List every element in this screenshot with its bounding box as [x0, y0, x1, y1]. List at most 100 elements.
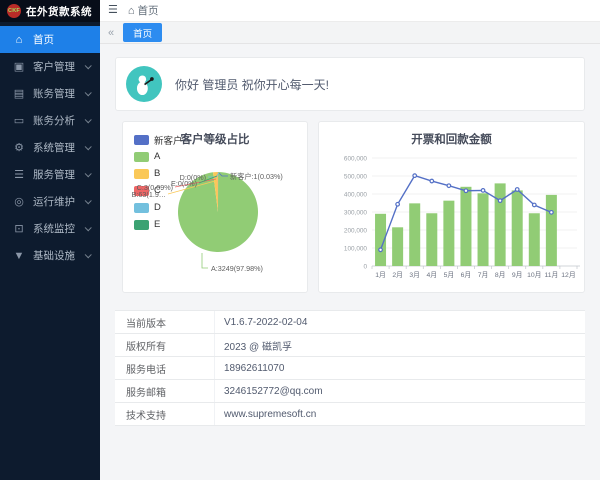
sidebar-item-infrastructure[interactable]: ▼ 基础设施: [0, 242, 100, 269]
info-label: 当前版本: [115, 311, 215, 333]
svg-text:500,000: 500,000: [344, 173, 368, 180]
sidebar-item-home[interactable]: ⌂ 首页: [0, 26, 100, 53]
sidebar-item-system[interactable]: ⚙ 系统管理: [0, 134, 100, 161]
svg-text:3月: 3月: [409, 271, 420, 279]
svg-text:11月: 11月: [544, 271, 558, 279]
info-label: 版权所有: [115, 334, 215, 356]
info-value: 3246152772@qq.com: [224, 385, 323, 397]
tabs-collapse-icon[interactable]: «: [108, 26, 115, 39]
info-value: www.supremesoft.cn: [224, 408, 317, 420]
sidebar: CKF 在外货款系统 ⌂ 首页 ▣ 客户管理 ▤ 账务管理 ▭ 账务分析 ⚙ 系统管理 ☰ 服务管理 ◎…: [0, 0, 100, 480]
pie-chart-card: 客户等级占比 新客户 A B C D E 新客户:1(0.03%) A:3249(97.98…: [122, 121, 308, 293]
sidebar-item-label: 首页: [33, 34, 54, 46]
svg-text:600,000: 600,000: [344, 155, 368, 162]
analysis-icon: ▭: [13, 115, 25, 127]
sidebar-item-label: 账务分析: [33, 115, 75, 127]
service-list-icon: ☰: [14, 169, 24, 181]
legend-item[interactable]: 新客户: [134, 131, 183, 148]
legend-swatch-icon: [134, 168, 149, 179]
greeting-text: 你好 管理员 祝你开心每一天!: [175, 77, 330, 92]
chevron-down-icon: [84, 62, 92, 70]
legend-swatch-icon: [134, 202, 149, 213]
info-label: 服务邮箱: [115, 380, 215, 402]
bar-chart-title: 开票和回款金额: [411, 134, 492, 146]
sidebar-menu: ⌂ 首页 ▣ 客户管理 ▤ 账务管理 ▭ 账务分析 ⚙ 系统管理 ☰ 服务管理 ◎ 运行维护 ⊡ 系统监控 ▼ 基…: [0, 22, 100, 269]
sidebar-item-label: 系统监控: [33, 223, 75, 235]
info-row: 服务电话 18962611070: [115, 357, 585, 380]
info-row: 服务邮箱 3246152772@qq.com: [115, 380, 585, 403]
sidebar-item-monitoring[interactable]: ⊡ 系统监控: [0, 215, 100, 242]
bar-chart-card: 开票和回款金额 0 100,000 200,000 300,000 400,000 500…: [318, 121, 585, 293]
svg-text:新客户:1(0.03%): 新客户:1(0.03%): [230, 172, 283, 181]
chevron-down-icon: [84, 89, 92, 97]
svg-text:D:0(0%): D:0(0%): [180, 173, 206, 182]
sidebar-item-label: 服务管理: [33, 169, 75, 181]
svg-text:300,000: 300,000: [344, 209, 368, 216]
info-row: 技术支持 www.supremesoft.cn: [115, 403, 585, 426]
sidebar-item-customers[interactable]: ▣ 客户管理: [0, 53, 100, 80]
home-icon: ⌂: [127, 4, 135, 17]
chevron-down-icon: [84, 197, 92, 205]
app-logo[interactable]: CKF 在外货款系统: [0, 0, 100, 22]
system-info-table: 当前版本 V1.6.7-2022-02-04 版权所有 2023 @ 磁凯孚 服务电话 1…: [115, 310, 585, 426]
pie-chart[interactable]: 新客户:1(0.03%) A:3249(97.98%) B:63(1.9…C:3(0…: [123, 122, 307, 292]
billing-file-icon: ▤: [13, 88, 25, 100]
legend-label: D: [154, 202, 161, 213]
hamburger-menu-icon[interactable]: ☰: [108, 4, 118, 16]
sidebar-item-maintenance[interactable]: ◎ 运行维护: [0, 188, 100, 215]
legend-swatch-icon: [134, 151, 149, 162]
ckf-logo-icon: CKF: [7, 4, 21, 18]
svg-text:A:3249(97.98%): A:3249(97.98%): [211, 264, 263, 273]
legend-label: B: [154, 168, 161, 179]
legend-item[interactable]: B: [134, 165, 183, 182]
legend-item[interactable]: E: [134, 216, 183, 233]
info-row: 当前版本 V1.6.7-2022-02-04: [115, 311, 585, 334]
chevron-down-icon: [84, 224, 92, 232]
svg-text:8月: 8月: [495, 271, 506, 279]
legend-item[interactable]: A: [134, 148, 183, 165]
svg-text:100,000: 100,000: [344, 245, 368, 252]
bar-line-chart[interactable]: 0 100,000 200,000 300,000 400,000 500,000 600,…: [319, 122, 584, 292]
sidebar-item-service[interactable]: ☰ 服务管理: [0, 161, 100, 188]
sidebar-item-label: 运行维护: [33, 196, 75, 208]
pie-chart-title: 客户等级占比: [180, 134, 250, 146]
legend-item[interactable]: D: [134, 199, 183, 216]
sidebar-item-billing[interactable]: ▤ 账务管理: [0, 80, 100, 107]
legend-label: 新客户: [154, 135, 183, 147]
infrastructure-icon: ▼: [13, 249, 25, 262]
tab-home[interactable]: 首页: [123, 23, 163, 42]
mascot-icon: [136, 75, 154, 96]
chevron-down-icon: [84, 251, 92, 259]
legend-item[interactable]: C: [134, 182, 183, 199]
legend-swatch-icon: [134, 134, 149, 145]
sidebar-item-analysis[interactable]: ▭ 账务分析: [0, 107, 100, 134]
monitor-icon: ⊡: [14, 223, 24, 235]
svg-text:E:0(0%): E:0(0%): [171, 179, 197, 188]
info-row: 版权所有 2023 @ 磁凯孚: [115, 334, 585, 357]
svg-text:4月: 4月: [427, 271, 438, 279]
svg-text:C:3(0.09%): C:3(0.09%): [137, 183, 173, 192]
legend-label: C: [154, 185, 161, 196]
legend-swatch-icon: [134, 219, 149, 230]
svg-text:10月: 10月: [527, 271, 541, 279]
avatar: [126, 66, 162, 102]
svg-text:200,000: 200,000: [344, 227, 368, 234]
charts-row: 客户等级占比 新客户 A B C D E 新客户:1(0.03%) A:3249(97.98…: [115, 121, 585, 293]
breadcrumb[interactable]: ⌂ 首页: [128, 3, 159, 18]
legend-label: E: [154, 219, 161, 230]
home-icon: ⌂: [15, 33, 23, 46]
tab-bar: « 首页: [100, 22, 600, 44]
chevron-down-icon: [84, 170, 92, 178]
svg-text:12月: 12月: [561, 271, 575, 279]
info-label: 技术支持: [115, 403, 215, 425]
customer-icon: ▣: [13, 61, 25, 73]
sidebar-item-label: 客户管理: [33, 61, 75, 73]
legend-label: A: [154, 151, 161, 162]
info-value: 18962611070: [224, 362, 285, 374]
sidebar-item-label: 账务管理: [33, 88, 75, 100]
legend-swatch-icon: [134, 185, 149, 196]
sidebar-item-label: 基础设施: [33, 250, 75, 262]
greeting-card: 你好 管理员 祝你开心每一天!: [115, 57, 585, 111]
pie-legend: 新客户 A B C D E: [134, 131, 183, 233]
